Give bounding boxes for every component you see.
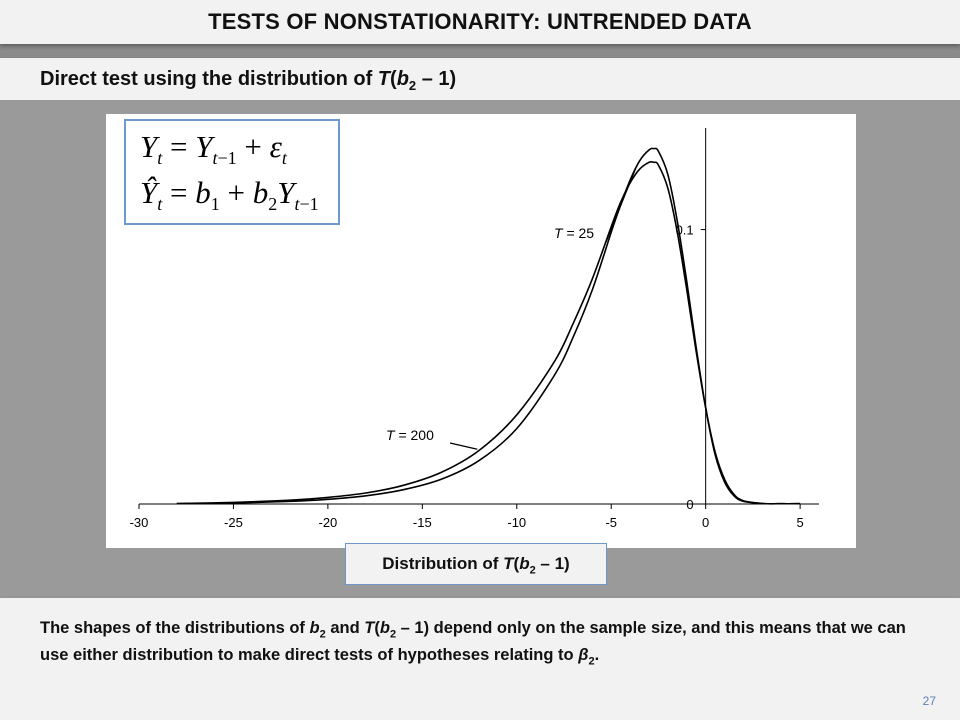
caption-b: b [519, 554, 530, 573]
caption-T: T [503, 554, 514, 573]
slide-title: TESTS OF NONSTATIONARITY: UNTRENDED DATA [208, 9, 752, 34]
x-tick-label: -20 [318, 515, 337, 530]
series-label-t25-T: T [554, 225, 564, 241]
chart-panel: -30 -25 -20 -15 -10 -5 0 5 0 0.1 T = 25 T = 200 Yt… [106, 114, 856, 548]
bottom-band: The shapes of the distributions of b2 an… [0, 598, 960, 720]
explanation-sub2: 2 [389, 628, 397, 641]
x-tick-label: -25 [224, 515, 243, 530]
explanation-part1: The shapes of the distributions of [40, 619, 310, 637]
series-line-t25 [176, 147, 801, 505]
explanation-part4: – 1) depend only on the sample size, and… [40, 619, 906, 665]
series-label-t200-leader [449, 442, 478, 450]
subtitle-T: T [377, 68, 391, 90]
caption-subscript: 2 [529, 564, 536, 577]
x-tick-label: -15 [413, 515, 432, 530]
explanation-sub3: 2 [588, 655, 595, 668]
subtitle-prefix: Direct test using the distribution of [40, 68, 378, 90]
chart-caption: Distribution of T(b2 – 1) [345, 543, 607, 585]
equation-random-walk: Yt = Yt−1 + εt [140, 129, 287, 169]
subtitle-b: b [396, 68, 409, 90]
series-label-t25-value: = 25 [563, 225, 595, 241]
y-tick-label: 0 [686, 497, 693, 512]
series-label-t25: T = 25 [554, 225, 594, 241]
chart-area: -30 -25 -20 -15 -10 -5 0 5 0 0.1 T = 25 T = 200 Yt… [0, 100, 960, 598]
distribution-chart: -30 -25 -20 -15 -10 -5 0 500.1 T = 25T = 200 [130, 128, 819, 530]
equation-box: Yt = Yt−1 + εt Ŷt = b1 + b2Yt−1 [124, 119, 340, 225]
series-label-t25-leader [605, 167, 637, 243]
explanation-part5: . [594, 646, 600, 665]
page-number: 27 [922, 694, 936, 708]
subtitle-band: Direct test using the distribution of T(… [0, 58, 960, 100]
explanation-part2: and [325, 619, 365, 637]
explanation-part3: ( [374, 619, 380, 637]
x-tick-label: -30 [130, 515, 149, 530]
series-label-t200-value: = 200 [395, 427, 435, 443]
series-lines [176, 147, 801, 505]
x-tick-label: -10 [507, 515, 526, 530]
series-labels: T = 25T = 200 [386, 167, 637, 450]
subtitle-suffix: – 1) [416, 68, 457, 90]
series-line-t200 [176, 160, 801, 505]
slide-subtitle: Direct test using the distribution of T(… [40, 68, 457, 93]
explanation-beta: β [578, 646, 589, 665]
caption-prefix: Distribution of [382, 554, 504, 573]
explanation-T: T [364, 619, 375, 637]
title-band: TESTS OF NONSTATIONARITY: UNTRENDED DATA [0, 0, 960, 44]
subtitle-subscript: 2 [408, 78, 417, 93]
explanation-b2: b [379, 619, 390, 637]
explanation-sub1: 2 [319, 628, 326, 641]
series-label-t200-T: T [386, 427, 396, 443]
x-tick-label: 0 [702, 515, 709, 530]
x-tick-label: -5 [605, 515, 617, 530]
series-label-t200: T = 200 [386, 427, 434, 443]
x-tick-label: 5 [796, 515, 803, 530]
equation-fitted-regression: Ŷt = b1 + b2Yt−1 [140, 175, 319, 215]
explanation-b: b [309, 619, 320, 637]
explanation-text: The shapes of the distributions of b2 an… [40, 618, 920, 673]
caption-suffix: – 1) [535, 554, 570, 573]
